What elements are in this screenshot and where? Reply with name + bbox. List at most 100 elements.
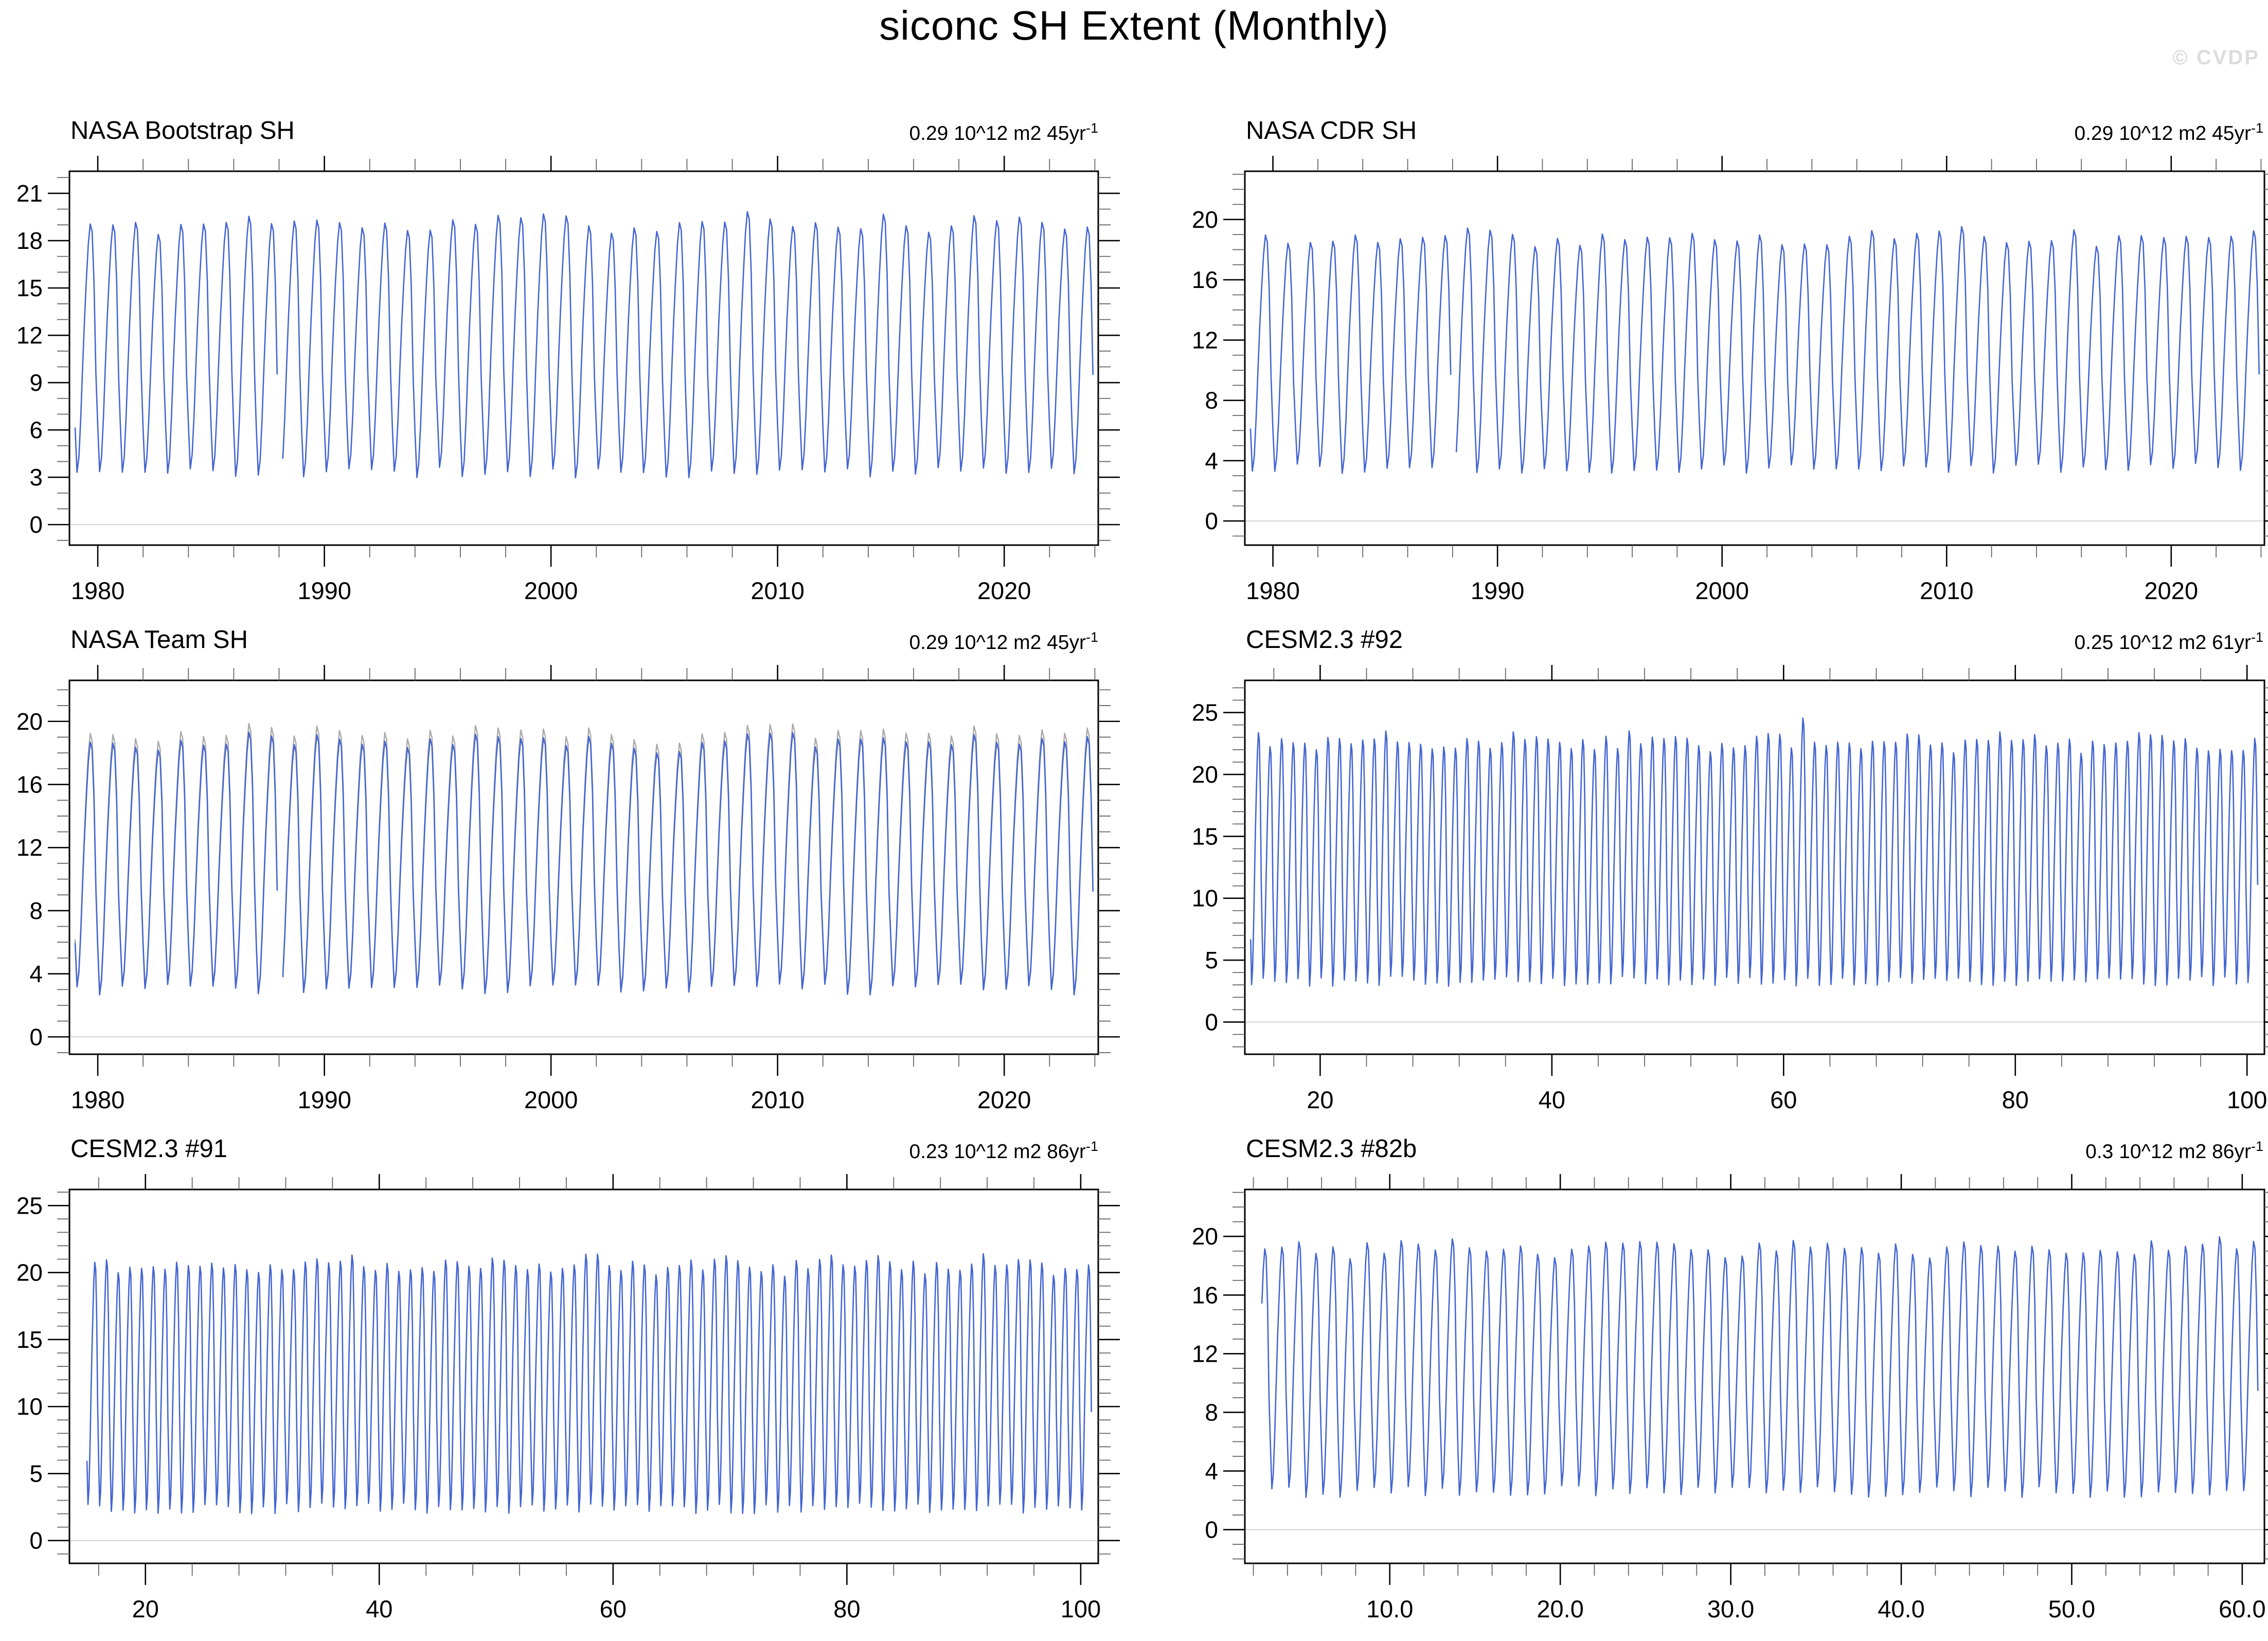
x-tick-label: 2010 — [1920, 577, 1974, 604]
panel-header: CESM2.3 #82b 0.3 10^12 m2 86yr-1 — [1246, 1134, 2263, 1163]
y-tick-label: 10 — [16, 1393, 43, 1420]
y-tick-label: 25 — [16, 1192, 43, 1219]
y-tick-label: 4 — [1205, 447, 1218, 474]
panel-header: NASA Team SH 0.29 10^12 m2 45yr-1 — [70, 625, 1098, 654]
axes: 0 4 8 12 16 20 10.0 20.0 30.0 40.0 50.0 60.0 — [1192, 1174, 2268, 1622]
y-tick-label: 21 — [16, 180, 43, 207]
panel-title: NASA Team SH — [70, 626, 248, 654]
x-tick-label: 2000 — [524, 1086, 578, 1113]
plot-canvas: 0 5 10 15 20 25 20 40 60 80 100 — [1192, 665, 2268, 1113]
trend-exponent: -1 — [1085, 1139, 1098, 1154]
plot-frame — [1244, 1188, 2265, 1564]
x-tick-label: 40 — [366, 1595, 392, 1622]
y-tick-label: 16 — [1192, 266, 1218, 293]
y-tick-label: 12 — [1192, 327, 1218, 353]
series-line — [86, 1253, 1092, 1514]
trend-exponent: -1 — [2251, 629, 2263, 645]
plot-frame — [1244, 679, 2265, 1055]
x-tick-label: 1980 — [1246, 577, 1300, 604]
y-tick-label: 0 — [1205, 1008, 1218, 1035]
panel-trend-label: 0.25 10^12 m2 61yr-1 — [2074, 629, 2263, 654]
y-tick-label: 12 — [1192, 1340, 1218, 1367]
panel-title: CESM2.3 #92 — [1246, 626, 1403, 654]
y-tick-label: 20 — [1192, 1223, 1218, 1250]
trend-exponent: -1 — [1085, 629, 1098, 645]
x-tick-label: 1990 — [297, 1086, 351, 1113]
y-tick-label: 3 — [29, 464, 43, 491]
panel-title: NASA Bootstrap SH — [70, 117, 295, 145]
y-tick-label: 20 — [16, 708, 43, 735]
panel-cesm23-92: CESM2.3 #92 0.25 10^12 m2 61yr-1 0 5 10 15 2… — [1175, 612, 2268, 1131]
y-tick-label: 16 — [1192, 1282, 1218, 1308]
x-tick-label: 80 — [2002, 1086, 2029, 1113]
panel-nasa-cdr-sh: NASA CDR SH 0.29 10^12 m2 45yr-1 0 4 8 12 16… — [1175, 103, 2268, 622]
x-tick-label: 2020 — [2145, 577, 2199, 604]
axes: 0 4 8 12 16 20 1980 1990 2000 2010 2020 — [16, 665, 1120, 1113]
series-line — [1261, 1236, 2259, 1498]
y-tick-label: 16 — [16, 771, 43, 798]
x-tick-label: 1980 — [71, 577, 125, 604]
panel-title: CESM2.3 #91 — [70, 1135, 228, 1163]
panel-trend-label: 0.3 10^12 m2 86yr-1 — [2085, 1139, 2263, 1163]
y-tick-label: 0 — [29, 511, 43, 538]
y-tick-label: 9 — [29, 369, 43, 396]
x-tick-label: 10.0 — [1366, 1595, 1413, 1622]
x-tick-label: 30.0 — [1707, 1595, 1754, 1622]
panel-header: NASA CDR SH 0.29 10^12 m2 45yr-1 — [1246, 116, 2263, 145]
axes: 0 3 6 9 12 15 18 21 1980 1990 2000 2010 2020 — [16, 156, 1120, 604]
y-tick-label: 20 — [16, 1259, 43, 1286]
panel-header: NASA Bootstrap SH 0.29 10^12 m2 45yr-1 — [70, 116, 1098, 145]
x-tick-label: 1980 — [71, 1086, 125, 1113]
x-tick-label: 1990 — [297, 577, 351, 604]
y-tick-label: 15 — [1192, 823, 1218, 850]
x-tick-label: 1990 — [1471, 577, 1525, 604]
panel-nasa-team-sh: NASA Team SH 0.29 10^12 m2 45yr-1 0 4 8 12 1… — [0, 612, 1157, 1131]
x-tick-label: 20 — [1307, 1086, 1333, 1113]
x-tick-label: 2020 — [977, 1086, 1031, 1113]
y-tick-label: 0 — [1205, 508, 1218, 534]
x-tick-label: 40.0 — [1878, 1595, 1924, 1622]
y-tick-label: 8 — [29, 897, 43, 924]
series-line — [74, 731, 1094, 996]
y-tick-label: 4 — [29, 961, 43, 987]
plot-frame — [68, 170, 1099, 546]
series-line — [74, 211, 1094, 479]
plot-frame — [68, 1188, 1099, 1564]
plot-canvas: 0 4 8 12 16 20 1980 1990 2000 2010 2020 — [16, 665, 1120, 1113]
x-tick-label: 2020 — [977, 577, 1031, 604]
x-tick-label: 2000 — [1695, 577, 1749, 604]
panel-header: CESM2.3 #92 0.25 10^12 m2 61yr-1 — [1246, 625, 2263, 654]
y-tick-label: 15 — [16, 1326, 43, 1353]
panel-title: CESM2.3 #82b — [1246, 1135, 1417, 1163]
cvdp-watermark: © CVDP — [2172, 46, 2260, 69]
x-tick-label: 20 — [132, 1595, 159, 1622]
y-tick-label: 8 — [1205, 387, 1218, 414]
x-tick-label: 2000 — [524, 577, 578, 604]
trend-exponent: -1 — [2251, 120, 2263, 136]
series-line — [1250, 717, 2259, 987]
y-tick-label: 5 — [29, 1460, 43, 1487]
x-tick-label: 60 — [1770, 1086, 1797, 1113]
y-tick-label: 5 — [1205, 947, 1218, 973]
plot-frame — [1244, 170, 2265, 546]
plot-canvas: 0 4 8 12 16 20 10.0 20.0 30.0 40.0 50.0 60.0 — [1192, 1174, 2268, 1622]
y-tick-label: 20 — [1192, 206, 1218, 233]
x-tick-label: 2010 — [751, 1086, 805, 1113]
y-tick-label: 12 — [16, 834, 43, 861]
y-tick-label: 4 — [1205, 1457, 1218, 1484]
x-tick-label: 50.0 — [2048, 1595, 2095, 1622]
page-title: siconc SH Extent (Monthly) — [879, 3, 1389, 48]
y-tick-label: 0 — [29, 1023, 43, 1050]
plot-frame — [68, 679, 1099, 1055]
x-tick-label: 100 — [1061, 1595, 1101, 1622]
panel-title: NASA CDR SH — [1246, 117, 1417, 145]
y-tick-label: 0 — [29, 1527, 43, 1554]
y-tick-label: 6 — [29, 417, 43, 443]
x-tick-label: 100 — [2227, 1086, 2267, 1113]
x-tick-label: 60.0 — [2219, 1595, 2265, 1622]
axes: 0 5 10 15 20 25 20 40 60 80 100 — [16, 1174, 1120, 1622]
x-tick-label: 40 — [1539, 1086, 1565, 1113]
y-tick-label: 0 — [1205, 1516, 1218, 1543]
plot-canvas: 0 4 8 12 16 20 1980 1990 2000 2010 2020 — [1192, 156, 2268, 604]
panel-cesm23-82b: CESM2.3 #82b 0.3 10^12 m2 86yr-1 0 4 8 12 16… — [1175, 1121, 2268, 1641]
